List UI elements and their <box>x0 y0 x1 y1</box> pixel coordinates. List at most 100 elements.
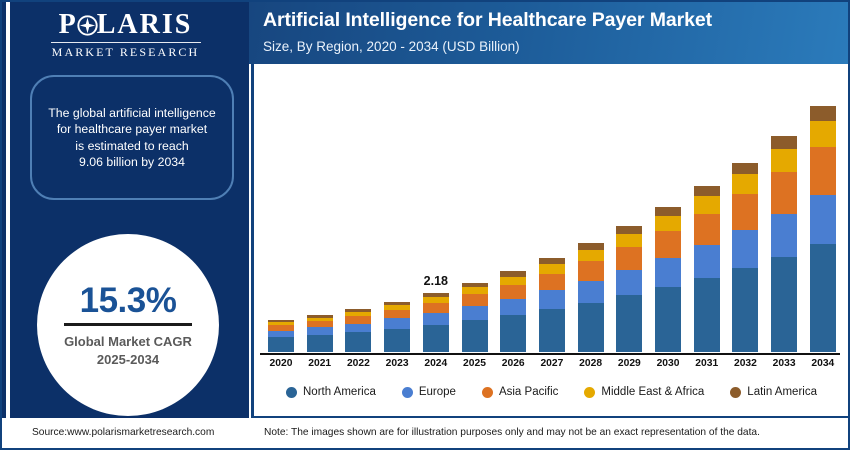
bar-segment-europe[interactable] <box>771 213 798 257</box>
bar-segment-asia-pacific[interactable] <box>732 194 759 231</box>
bar-segment-north-america[interactable] <box>268 337 294 352</box>
bar-segment-latin-america[interactable] <box>461 282 488 288</box>
bar-segment-latin-america[interactable] <box>500 271 527 277</box>
bar-column[interactable] <box>577 72 604 352</box>
bar-segment-asia-pacific[interactable] <box>500 284 527 299</box>
bar-segment-middle-east-africa[interactable] <box>538 264 565 274</box>
bar-segment-north-america[interactable] <box>384 328 411 352</box>
bar-column[interactable] <box>771 72 798 352</box>
bar-segment-middle-east-africa[interactable] <box>616 233 643 247</box>
bar-segment-europe[interactable] <box>809 195 836 245</box>
legend-item[interactable]: Europe <box>401 386 456 398</box>
footer-source[interactable]: Source:www.polarismarketresearch.com <box>32 427 215 438</box>
bar-segment-europe[interactable] <box>655 257 682 288</box>
bar-segment-asia-pacific[interactable] <box>538 273 565 291</box>
bar-column[interactable] <box>732 72 759 352</box>
x-axis-tick-label: 2021 <box>308 358 332 369</box>
bar-segment-middle-east-africa[interactable] <box>655 216 682 232</box>
bar-segment-latin-america[interactable] <box>306 315 333 318</box>
bar-segment-north-america[interactable] <box>616 295 643 352</box>
bar-segment-asia-pacific[interactable] <box>655 231 682 258</box>
bar-segment-north-america[interactable] <box>577 302 604 352</box>
bar-segment-asia-pacific[interactable] <box>771 172 798 214</box>
bar-column[interactable] <box>461 72 488 352</box>
bar-segment-asia-pacific[interactable] <box>268 325 294 331</box>
legend-item[interactable]: Middle East & Africa <box>584 386 704 398</box>
legend-item[interactable]: North America <box>286 386 376 398</box>
bar-segment-latin-america[interactable] <box>538 258 565 265</box>
bar-segment-north-america[interactable] <box>500 315 527 352</box>
bar-segment-europe[interactable] <box>345 323 372 333</box>
bar-segment-europe[interactable] <box>461 306 488 321</box>
bar-segment-europe[interactable] <box>500 298 527 316</box>
bar-segment-asia-pacific[interactable] <box>577 261 604 281</box>
bar-segment-middle-east-africa[interactable] <box>345 312 372 317</box>
bar-column[interactable] <box>345 72 372 352</box>
bar-segment-asia-pacific[interactable] <box>809 147 836 196</box>
bar-column[interactable] <box>809 72 836 352</box>
bar-column[interactable] <box>268 72 294 352</box>
bar-segment-europe[interactable] <box>306 327 333 335</box>
legend-item[interactable]: Latin America <box>730 386 817 398</box>
bar-column[interactable] <box>616 72 643 352</box>
bar-segment-latin-america[interactable] <box>616 225 643 234</box>
bar-segment-middle-east-africa[interactable] <box>306 317 333 322</box>
bar-segment-asia-pacific[interactable] <box>384 309 411 319</box>
bar-segment-north-america[interactable] <box>732 268 759 352</box>
x-axis-tick-label: 2026 <box>501 358 525 369</box>
bar-segment-north-america[interactable] <box>693 278 720 352</box>
bar-segment-asia-pacific[interactable] <box>422 302 449 313</box>
bar-segment-europe[interactable] <box>577 280 604 303</box>
bar-segment-europe[interactable] <box>538 290 565 310</box>
bar-column[interactable] <box>693 72 720 352</box>
bar-segment-north-america[interactable] <box>771 256 798 352</box>
bar-segment-europe[interactable] <box>616 269 643 296</box>
bar-segment-north-america[interactable] <box>345 332 372 352</box>
bar-segment-middle-east-africa[interactable] <box>771 148 798 173</box>
bar-segment-north-america[interactable] <box>809 244 836 352</box>
bar-segment-asia-pacific[interactable] <box>306 321 333 328</box>
bar-segment-middle-east-africa[interactable] <box>268 322 294 326</box>
bar-column[interactable] <box>500 72 527 352</box>
bar-segment-middle-east-africa[interactable] <box>422 296 449 303</box>
bar-segment-europe[interactable] <box>422 312 449 325</box>
bar-segment-north-america[interactable] <box>461 320 488 352</box>
legend-item[interactable]: Asia Pacific <box>481 386 558 398</box>
bar-segment-asia-pacific[interactable] <box>616 246 643 270</box>
bar-segment-middle-east-africa[interactable] <box>500 276 527 285</box>
bar-segment-latin-america[interactable] <box>655 206 682 216</box>
bar-segment-latin-america[interactable] <box>771 136 798 149</box>
bar-column[interactable] <box>655 72 682 352</box>
bar-segment-latin-america[interactable] <box>809 106 836 121</box>
bar-segment-latin-america[interactable] <box>345 309 372 313</box>
bar-column[interactable]: 2.18 <box>422 72 449 352</box>
bar-segment-middle-east-africa[interactable] <box>384 304 411 310</box>
bar-segment-latin-america[interactable] <box>693 185 720 197</box>
bar-column[interactable] <box>306 72 333 352</box>
legend-label: Middle East & Africa <box>601 386 705 398</box>
bar-segment-europe[interactable] <box>268 330 294 338</box>
bar-column[interactable] <box>384 72 411 352</box>
sidebar-left-edge <box>2 2 10 448</box>
bar-segment-latin-america[interactable] <box>384 301 411 305</box>
bar-segment-europe[interactable] <box>384 318 411 329</box>
bar-segment-north-america[interactable] <box>306 334 333 352</box>
bar-segment-middle-east-africa[interactable] <box>809 120 836 148</box>
bar-segment-asia-pacific[interactable] <box>345 316 372 324</box>
bar-column[interactable] <box>538 72 565 352</box>
bar-segment-latin-america[interactable] <box>732 162 759 175</box>
bar-segment-north-america[interactable] <box>422 324 449 352</box>
bar-segment-asia-pacific[interactable] <box>461 294 488 307</box>
bar-segment-latin-america[interactable] <box>422 292 449 297</box>
bar-segment-latin-america[interactable] <box>268 320 294 323</box>
bar-segment-europe[interactable] <box>732 230 759 269</box>
bar-segment-latin-america[interactable] <box>577 242 604 251</box>
bar-segment-north-america[interactable] <box>655 287 682 352</box>
bar-segment-middle-east-africa[interactable] <box>461 287 488 295</box>
bar-segment-asia-pacific[interactable] <box>693 213 720 245</box>
bar-segment-middle-east-africa[interactable] <box>693 196 720 214</box>
bar-segment-north-america[interactable] <box>538 309 565 352</box>
bar-segment-middle-east-africa[interactable] <box>577 250 604 262</box>
bar-segment-europe[interactable] <box>693 244 720 279</box>
bar-segment-middle-east-africa[interactable] <box>732 174 759 195</box>
